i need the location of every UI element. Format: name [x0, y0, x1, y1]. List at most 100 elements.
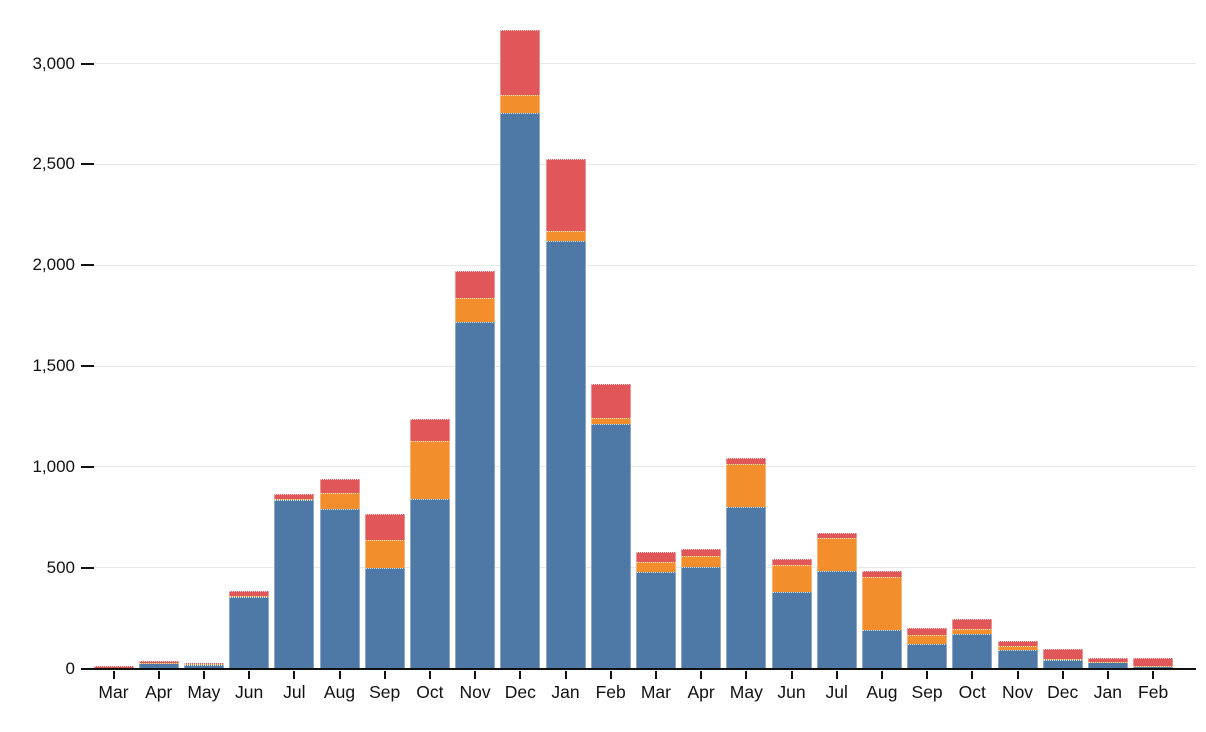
x-axis-month-label: Mar	[98, 681, 129, 702]
y-axis-tick-label: 3,000	[32, 53, 75, 73]
y-axis-tick-mark	[81, 566, 94, 569]
bar-segment-blue-series	[726, 507, 767, 669]
x-axis-tick-mark	[654, 670, 657, 679]
x-axis-tick-mark	[293, 670, 296, 679]
bar-segment-orange-series	[590, 418, 631, 425]
x-axis-month-label: Sep	[911, 681, 943, 702]
x-axis-month-label: Nov	[459, 681, 491, 702]
bar-jul-1	[274, 494, 315, 669]
gridline-2500	[94, 163, 1196, 165]
y-axis-tick-mark	[81, 62, 94, 65]
bar-segment-red-series	[726, 457, 767, 465]
bar-segment-red-series	[997, 640, 1038, 647]
x-axis-tick-mark	[609, 670, 612, 679]
bar-segment-blue-series	[771, 591, 812, 669]
bar-mar-2	[635, 551, 676, 669]
x-axis-month-label: Feb	[1138, 681, 1169, 702]
y-axis-tick-mark	[81, 465, 94, 468]
bar-segment-blue-series	[861, 630, 902, 669]
x-axis-month-label: Jan	[1093, 681, 1122, 702]
bar-segment-blue-series	[590, 424, 631, 669]
y-axis-tick-label: 1,000	[32, 456, 75, 476]
x-axis-tick-mark	[745, 670, 748, 679]
bar-aug-1	[319, 478, 360, 669]
x-axis-month-label: Oct	[958, 681, 986, 702]
bar-nov-2	[997, 640, 1038, 669]
y-axis-tick-label: 500	[46, 557, 75, 577]
bar-segment-blue-series	[681, 566, 722, 669]
bar-segment-orange-series	[545, 230, 586, 241]
x-axis-tick-mark	[1016, 670, 1019, 679]
bar-segment-red-series	[635, 551, 676, 562]
bar-may-1	[183, 663, 224, 669]
x-axis-tick-mark	[1061, 670, 1064, 679]
x-axis-month-label: Mar	[640, 681, 671, 702]
bar-segment-orange-series	[997, 646, 1038, 651]
bar-segment-orange-series	[1133, 666, 1174, 668]
bar-segment-red-series	[771, 558, 812, 565]
x-axis-month-label: Nov	[1001, 681, 1034, 702]
bar-segment-orange-series	[500, 94, 541, 113]
y-axis-tick-label: 2,000	[32, 255, 75, 275]
x-axis-tick-mark	[790, 670, 793, 679]
bar-segment-blue-series	[907, 644, 948, 669]
x-axis-month-label: Apr	[145, 681, 173, 702]
x-axis-month-label: May	[729, 681, 763, 702]
gridline-1500	[94, 365, 1196, 367]
x-axis-month-label: Dec	[504, 681, 536, 702]
bar-segment-blue-series	[409, 499, 450, 669]
x-axis-month-label: Apr	[687, 681, 715, 702]
bar-segment-blue-series	[635, 571, 676, 669]
bar-jun-1	[229, 590, 270, 669]
x-axis-month-label: Jun	[234, 681, 264, 702]
bar-segment-red-series	[681, 548, 722, 556]
y-axis-tick-label: 1,500	[32, 356, 75, 375]
bar-segment-orange-series	[229, 595, 270, 597]
x-axis-tick-mark	[835, 670, 838, 679]
bar-segment-blue-series	[816, 570, 857, 669]
x-axis-tick-mark	[1106, 670, 1109, 679]
bar-segment-red-series	[229, 590, 270, 596]
x-axis-tick-mark	[700, 670, 703, 679]
bar-segment-orange-series	[726, 464, 767, 508]
x-axis-month-label: May	[187, 681, 221, 702]
bar-dec-1	[500, 30, 541, 669]
bar-segment-orange-series	[771, 564, 812, 592]
bar-segment-orange-series	[274, 499, 315, 501]
x-axis-tick-mark	[564, 670, 567, 679]
bar-jul-2	[816, 533, 857, 669]
x-axis-tick-mark	[474, 670, 477, 679]
x-axis-tick-mark	[1152, 670, 1155, 679]
bar-segment-red-series	[545, 159, 586, 231]
bar-segment-red-series	[1042, 649, 1083, 660]
bar-apr-1	[138, 661, 179, 669]
bar-segment-red-series	[274, 494, 315, 500]
x-axis-tick-mark	[248, 670, 251, 679]
gridline-2000	[94, 264, 1196, 266]
bar-segment-blue-series	[545, 240, 586, 669]
gridline-3000	[94, 63, 1196, 64]
bar-segment-orange-series	[183, 664, 224, 666]
bar-segment-orange-series	[1087, 662, 1128, 664]
bar-segment-orange-series	[907, 635, 948, 645]
bar-segment-orange-series	[319, 493, 360, 510]
bar-segment-orange-series	[816, 538, 857, 571]
bar-segment-red-series	[1087, 658, 1128, 663]
gridline-1000	[94, 466, 1196, 468]
bar-segment-red-series	[409, 418, 450, 441]
bar-segment-red-series	[952, 619, 993, 629]
bar-nov-1	[455, 271, 496, 669]
x-axis-tick-mark	[157, 670, 160, 679]
bar-segment-red-series	[816, 533, 857, 539]
bar-sep-2	[907, 628, 948, 669]
x-axis-line	[83, 667, 1196, 670]
bar-feb-1	[590, 383, 631, 669]
bar-segment-blue-series	[952, 634, 993, 669]
bar-oct-1	[409, 418, 450, 669]
bar-segment-orange-series	[364, 539, 405, 568]
bar-segment-orange-series	[861, 576, 902, 631]
x-axis-month-label: Jul	[283, 681, 306, 702]
y-axis-tick-mark	[81, 264, 94, 267]
x-axis-month-label: Dec	[1047, 681, 1079, 702]
bar-segment-blue-series	[319, 509, 360, 669]
